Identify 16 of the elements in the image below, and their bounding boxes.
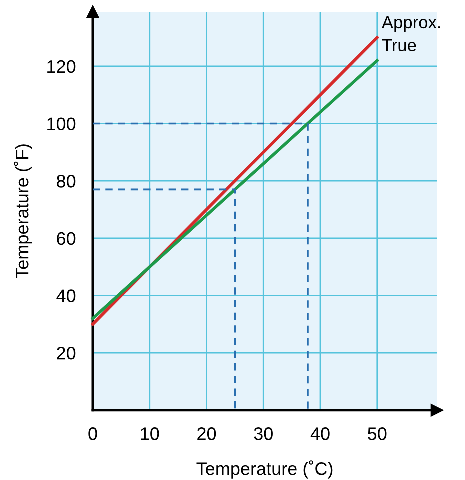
y-tick-label: 80 bbox=[57, 175, 76, 188]
y-tick-label: 20 bbox=[57, 347, 76, 360]
x-tick-label: 20 bbox=[198, 428, 216, 440]
y-tick-label: 100 bbox=[48, 118, 76, 130]
series-label: Approx. bbox=[382, 16, 440, 32]
x-tick-label: 50 bbox=[368, 428, 387, 440]
x-tick-label: 30 bbox=[254, 428, 273, 440]
x-tick-label: 40 bbox=[310, 428, 330, 440]
x-tick-label: 0 bbox=[88, 428, 98, 440]
series-label: True bbox=[382, 39, 416, 52]
y-tick-label: 120 bbox=[48, 60, 76, 74]
x-tick-label: 10 bbox=[141, 428, 160, 440]
y-tick-label: 40 bbox=[56, 290, 76, 302]
y-tick-label: 60 bbox=[57, 232, 76, 246]
x-axis-title: Temperature (˚C) bbox=[196, 460, 333, 479]
y-axis-title: Temperature (˚F) bbox=[14, 144, 32, 279]
